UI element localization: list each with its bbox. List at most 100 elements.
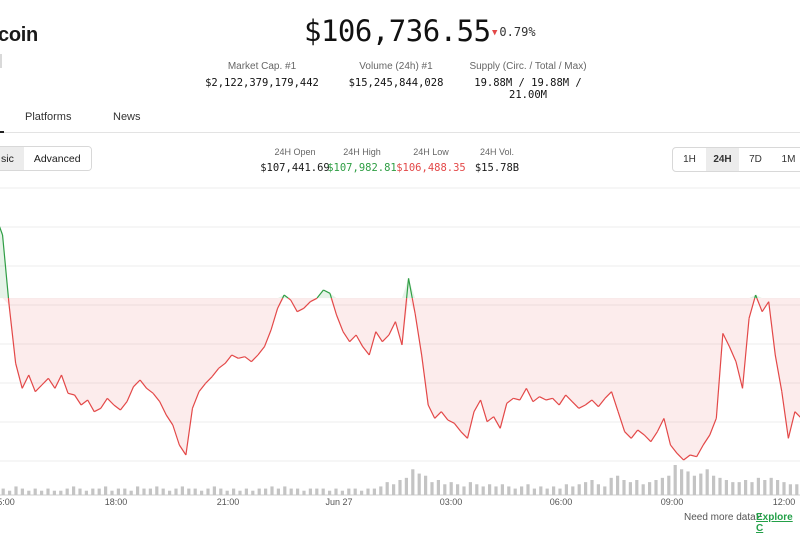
explore-link[interactable]: Explore C	[756, 512, 793, 533]
range-1m-button[interactable]: 1M	[781, 154, 796, 165]
price-line-segment	[486, 416, 495, 423]
price-line-segment	[453, 422, 462, 433]
volume-bar	[264, 488, 268, 495]
price-line-segment	[630, 429, 639, 439]
volume-bar	[219, 488, 223, 495]
price-line-segment	[414, 313, 423, 356]
volume-bar	[545, 488, 549, 495]
price-line-segment	[597, 397, 606, 408]
price-chart[interactable]: 5:00 18:00 21:00 Jun 27 03:00 06:00 09:00 12:00	[0, 185, 800, 510]
price-line-segment	[287, 297, 292, 301]
price-line-segment	[165, 414, 174, 426]
price-line-segment	[172, 424, 180, 446]
volume-bar	[296, 488, 300, 495]
volume-bar	[289, 488, 293, 495]
price-line-segment	[362, 346, 370, 356]
volume-bar	[667, 475, 671, 495]
volume-bar	[334, 488, 338, 495]
price-line-segment	[460, 431, 468, 439]
day-high: 24H High $107,982.81	[327, 147, 397, 174]
price-line-segment	[205, 376, 213, 384]
price-line-segment	[355, 334, 364, 347]
volume-bar	[168, 490, 172, 495]
stat-label: Supply (Circ. / Total / Max)	[469, 61, 587, 72]
price-line-segment	[676, 452, 685, 461]
price-line-segment	[263, 329, 272, 347]
tab-platforms[interactable]: Platforms	[25, 111, 72, 123]
volume-bar	[616, 475, 620, 495]
volume-bar	[360, 490, 364, 495]
tab-news[interactable]: News	[113, 111, 141, 123]
x-axis-tick-label: 21:00	[217, 497, 240, 507]
price-line-segment	[637, 429, 645, 436]
volume-bar	[270, 486, 274, 495]
price-line-segment	[185, 408, 194, 456]
price-line-segment	[722, 333, 730, 347]
price-line-segment	[60, 374, 69, 394]
x-axis-tick-label: 09:00	[661, 497, 684, 507]
advanced-view-button[interactable]: Advanced	[23, 147, 91, 170]
volume-bar	[180, 486, 184, 495]
day-stat-value: $15.78B	[474, 162, 520, 174]
price-line-segment	[0, 226, 4, 236]
price-line-segment	[310, 297, 318, 303]
price-line-segment	[421, 354, 429, 406]
price-line-segment	[406, 278, 410, 299]
basic-view-button[interactable]: sic	[0, 147, 24, 170]
range-1h-button[interactable]: 1H	[683, 154, 696, 165]
price-line-segment	[244, 356, 252, 363]
price-line-segment	[21, 374, 30, 389]
x-axis-tick-label: 06:00	[550, 497, 573, 507]
volume-bar	[776, 480, 780, 495]
volume-bar	[8, 490, 12, 495]
price-line-segment	[748, 297, 756, 319]
price-line-segment	[781, 391, 789, 439]
price-line-segment	[283, 294, 289, 299]
volume-bars	[1, 465, 799, 495]
volume-bar	[424, 475, 428, 495]
footer-prompt: Need more data?	[684, 512, 762, 523]
price-line-segment	[349, 334, 357, 343]
volume-bar	[91, 488, 95, 495]
price-line-segment	[539, 396, 547, 401]
volume-bar	[398, 480, 402, 495]
stat-volume: Volume (24h) #1 $15,245,844,028	[346, 61, 446, 89]
volume-bar	[724, 480, 728, 495]
volume-bar	[507, 486, 511, 495]
price-line-segment	[87, 399, 95, 412]
volume-bar	[737, 482, 741, 495]
volume-bar	[347, 488, 351, 495]
range-7d-button[interactable]: 7D	[749, 154, 762, 165]
volume-bar	[654, 480, 658, 495]
price-line-segment	[401, 297, 408, 346]
volume-bar	[187, 488, 191, 495]
volume-bar	[532, 488, 536, 495]
price-line-segment	[709, 418, 717, 436]
x-axis-tick-label: 5:00	[0, 497, 15, 507]
range-24h-button[interactable]: 24H	[706, 148, 739, 171]
volume-bar	[20, 488, 24, 495]
price-line-segment	[34, 384, 43, 393]
volume-bar	[46, 488, 50, 495]
volume-bar	[155, 486, 159, 495]
volume-bar	[65, 488, 69, 495]
price-line-segment	[604, 391, 612, 399]
volume-bar	[302, 490, 306, 495]
price-line-segment	[394, 321, 403, 346]
price-line-segment	[774, 354, 783, 392]
price-line-segment	[696, 444, 704, 457]
day-stat-value: $106,488.35	[396, 162, 466, 174]
volume-bar	[136, 486, 140, 495]
volume-bar	[641, 484, 645, 495]
volume-bar	[558, 488, 562, 495]
volume-bar	[712, 475, 716, 495]
price-line-segment	[250, 354, 259, 363]
stat-label: Volume (24h) #1	[359, 61, 433, 72]
price-line-segment	[506, 397, 514, 404]
price-line-segment	[473, 399, 482, 412]
price-line-segment	[159, 401, 167, 416]
day-stat-label: 24H High	[343, 147, 381, 157]
volume-bar	[635, 480, 639, 495]
day-open: 24H Open $107,441.69	[258, 147, 332, 174]
price-change-value: 0.79%	[499, 25, 536, 39]
